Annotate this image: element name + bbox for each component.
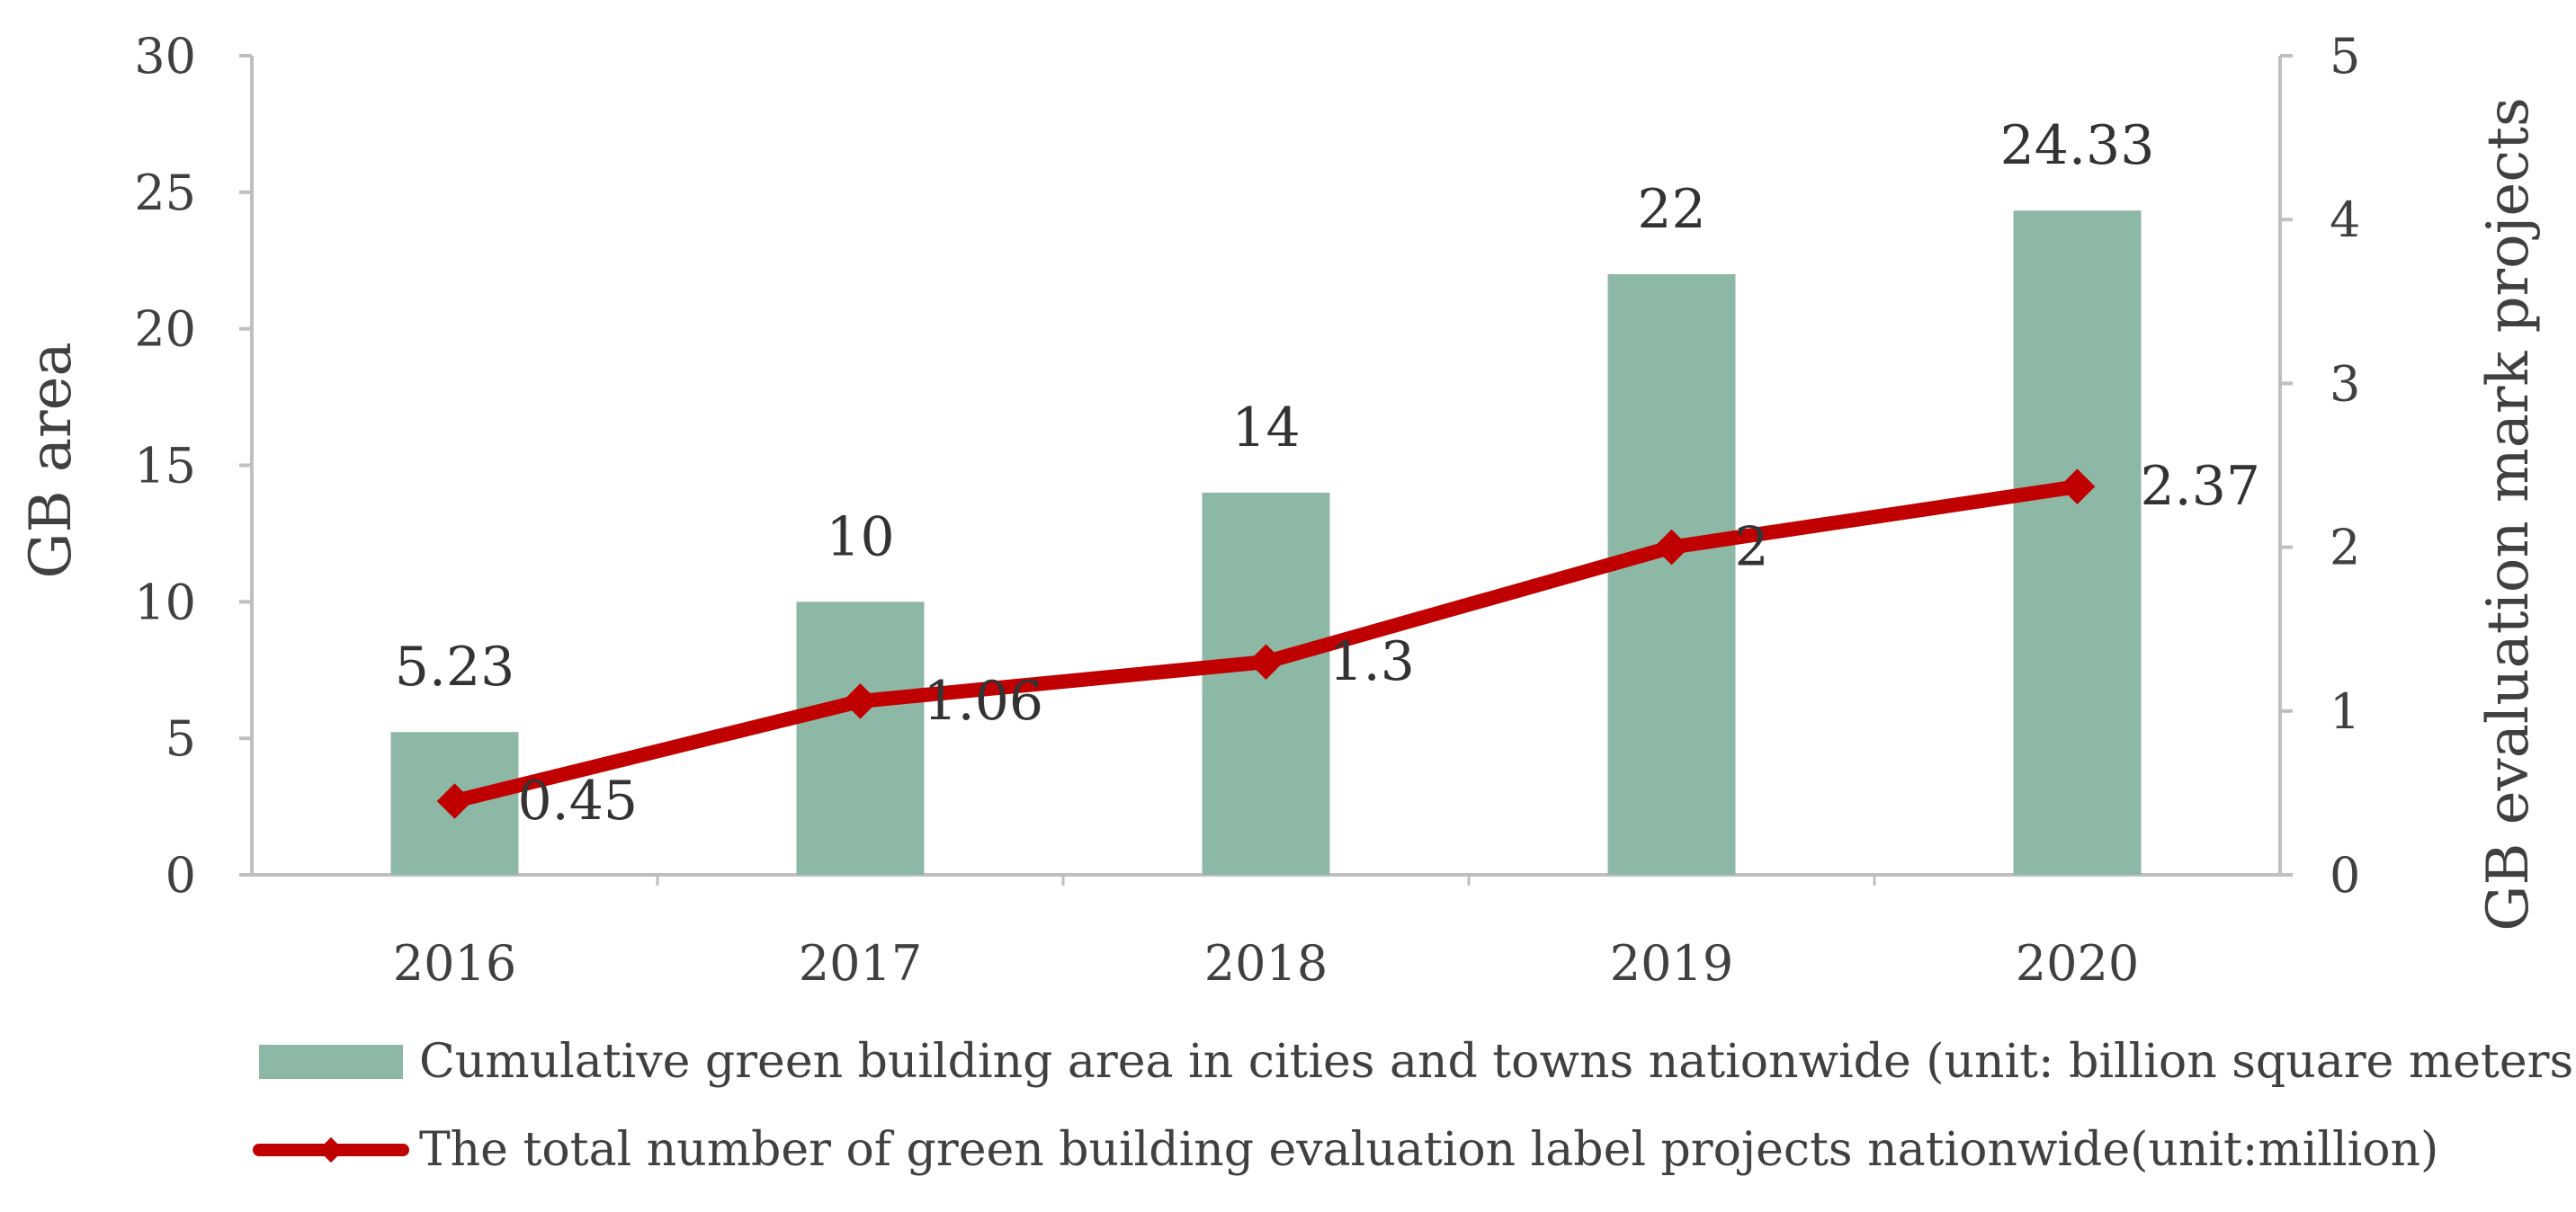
bar-data-label: 5.23 (395, 636, 515, 699)
right-tick-label: 1 (2330, 683, 2360, 740)
bar-data-label: 10 (826, 505, 894, 568)
x-tick-label: 2018 (1204, 935, 1328, 992)
x-tick-label: 2017 (799, 935, 922, 992)
bar-data-label: 24.33 (2000, 114, 2155, 177)
right-axis-title: GB evaluation mark projects (2475, 97, 2542, 931)
bar-data-label: 14 (1231, 397, 1300, 459)
line-data-label: 0.45 (518, 770, 639, 833)
plot-area: 0 5 10 15 20 25 30 0 1 2 3 4 5 2016 2017 2018 2019 2020 5.… (134, 28, 2360, 992)
legend: Cumulative green building area in cities… (253, 1035, 2576, 1177)
x-tick-label: 2020 (2016, 935, 2139, 992)
line-data-label: 1.06 (924, 670, 1044, 733)
bar-data-label: 22 (1637, 178, 1705, 241)
left-tick-label: 15 (134, 438, 196, 495)
right-tick-label: 0 (2330, 847, 2360, 904)
right-tick-label: 5 (2330, 28, 2360, 85)
legend-item-bar[interactable]: Cumulative green building area in cities… (259, 1035, 2576, 1089)
legend-line-label: The total number of green building evalu… (419, 1123, 2438, 1177)
bar (1607, 273, 1736, 875)
left-tick-label: 0 (165, 847, 196, 904)
line-data-label: 1.3 (1329, 630, 1415, 693)
right-tick-label: 3 (2330, 355, 2360, 412)
line-data-label: 2.37 (2141, 455, 2261, 518)
right-tick-label: 2 (2330, 520, 2360, 576)
left-tick-label: 30 (134, 28, 196, 85)
line-data-label: 2 (1735, 516, 1769, 579)
bar (2013, 210, 2142, 875)
x-tick-label: 2016 (393, 935, 516, 992)
left-tick-label: 25 (134, 165, 196, 221)
line-marker (1248, 644, 1284, 680)
bar (1202, 492, 1330, 875)
legend-bar-label: Cumulative green building area in cities… (419, 1035, 2576, 1089)
left-tick-label: 10 (134, 574, 196, 630)
legend-line-marker (318, 1136, 344, 1163)
legend-bar-swatch (259, 1045, 403, 1079)
line-marker (842, 683, 879, 719)
legend-item-line[interactable]: The total number of green building evalu… (253, 1123, 2438, 1177)
left-axis-title: GB area (18, 342, 85, 578)
left-tick-label: 5 (165, 710, 196, 767)
bar (796, 602, 925, 875)
line-marker (2059, 468, 2096, 504)
line-marker (436, 783, 473, 819)
left-tick-label: 20 (134, 301, 196, 358)
x-tick-label: 2019 (1610, 935, 1733, 992)
right-tick-label: 4 (2330, 192, 2360, 248)
line-marker (1653, 529, 1690, 566)
